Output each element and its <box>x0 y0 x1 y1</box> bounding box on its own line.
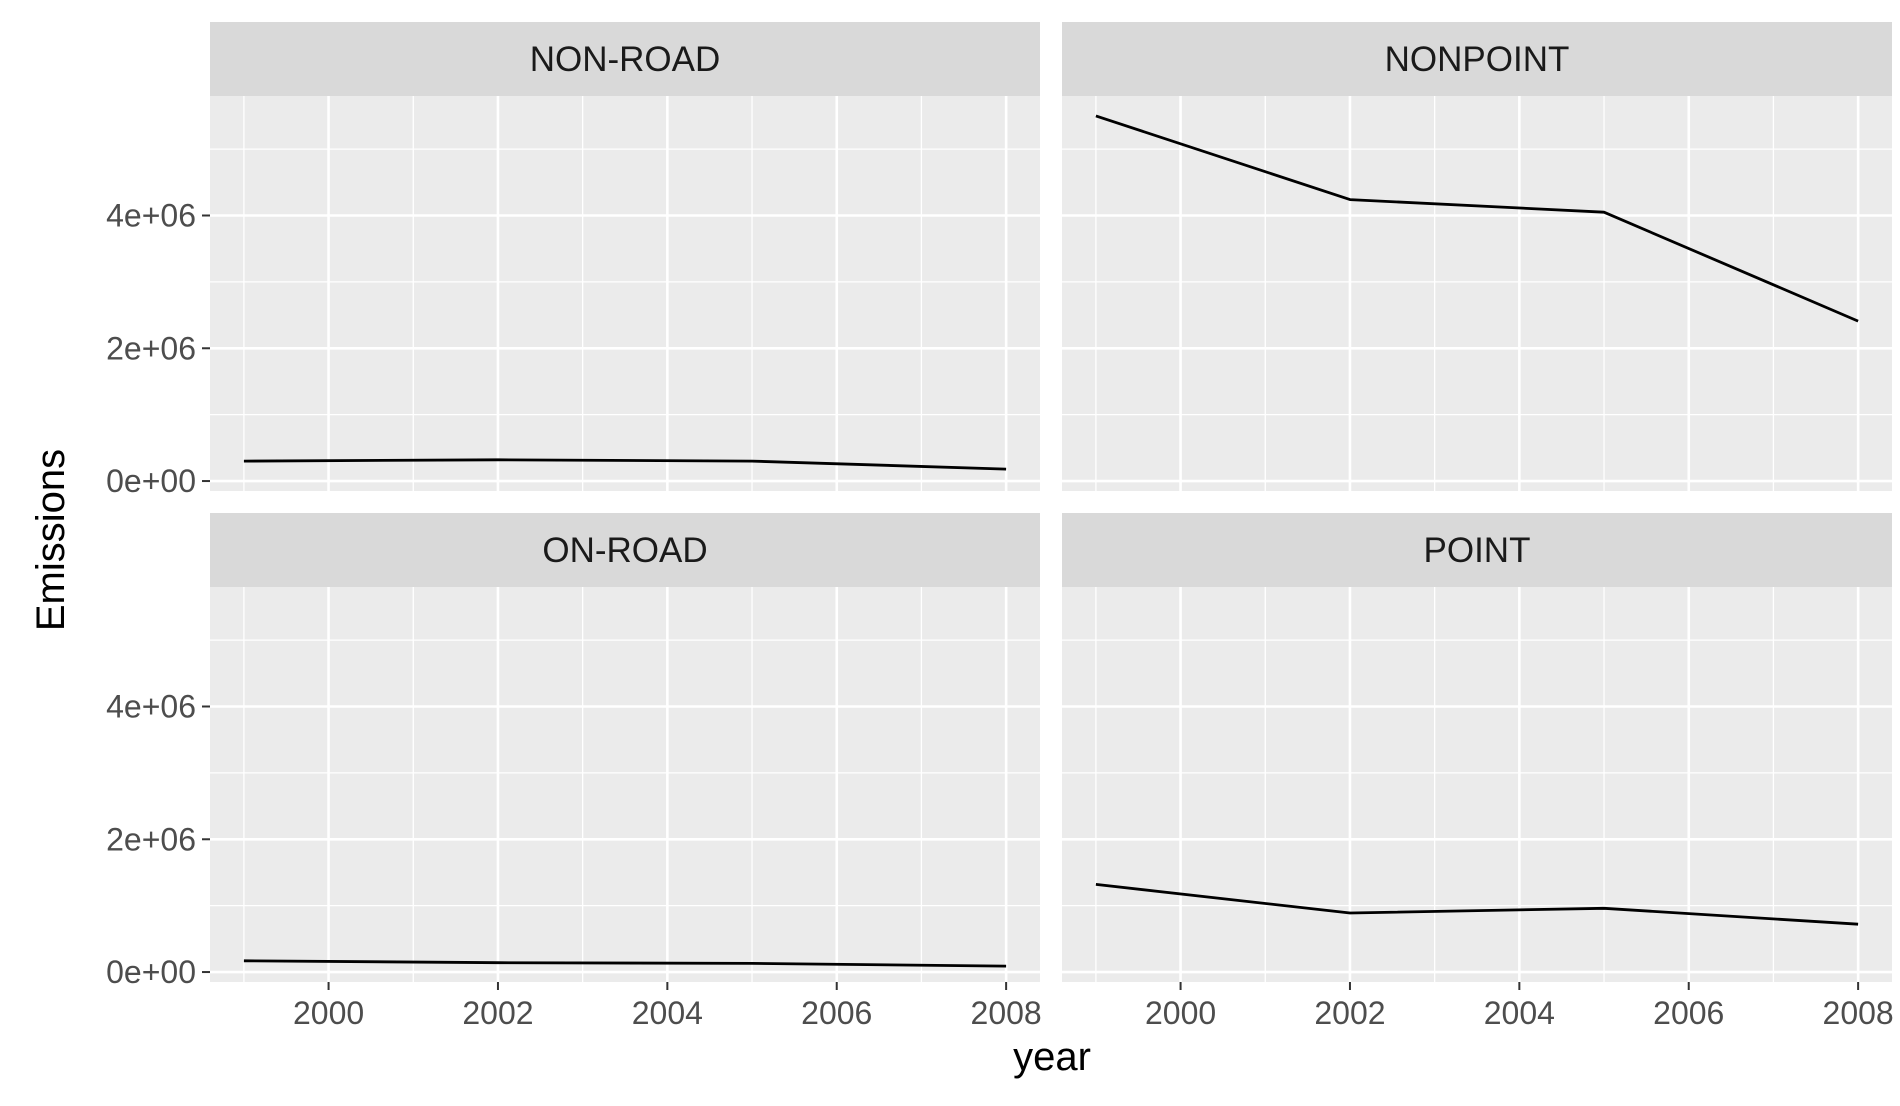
x-tick-label: 2006 <box>801 995 872 1031</box>
facet-panel-on-road: ON-ROAD 0e+00 2e+06 4e+06 2000 2002 2004 2006 20… <box>106 513 1042 1031</box>
y-tick-label: 2e+06 <box>106 330 196 366</box>
panel-background <box>210 96 1040 491</box>
x-tick-label: 2002 <box>462 995 533 1031</box>
panel-background <box>210 587 1040 982</box>
y-tick-label: 0e+00 <box>106 463 196 499</box>
y-tick-label: 0e+00 <box>106 954 196 990</box>
facet-strip-label: NONPOINT <box>1385 40 1570 79</box>
series-line-non-road <box>243 458 1007 471</box>
x-tick-label: 2002 <box>1314 995 1385 1031</box>
facet-strip <box>210 22 1040 96</box>
y-tick-label: 4e+06 <box>106 688 196 724</box>
x-tick-label: 2004 <box>632 995 703 1031</box>
x-tick-label: 2008 <box>971 995 1042 1031</box>
facet-strip-label: ON-ROAD <box>542 531 707 570</box>
panel-background <box>1062 587 1892 982</box>
series-line-point <box>1095 883 1859 926</box>
facet-panel-non-road: NON-ROAD 0e+00 2e+06 4e+06 <box>106 22 1040 499</box>
facet-strip <box>1062 513 1892 587</box>
facet-panel-nonpoint: NONPOINT <box>1062 22 1892 491</box>
series-line-nonpoint <box>1095 114 1859 323</box>
series-line-on-road <box>243 959 1007 968</box>
facet-strip-label: POINT <box>1424 531 1531 570</box>
x-tick-label: 2008 <box>1823 995 1894 1031</box>
x-axis-title: year <box>1013 1035 1091 1079</box>
facet-strip <box>210 513 1040 587</box>
panel-background <box>1062 96 1892 491</box>
y-axis-title: Emissions <box>29 449 73 631</box>
y-tick-label: 4e+06 <box>106 197 196 233</box>
x-tick-label: 2006 <box>1653 995 1724 1031</box>
x-tick-label: 2004 <box>1484 995 1555 1031</box>
x-tick-label: 2000 <box>1145 995 1216 1031</box>
facet-strip <box>1062 22 1892 96</box>
facet-strip-label: NON-ROAD <box>530 40 721 79</box>
x-tick-label: 2000 <box>293 995 364 1031</box>
y-tick-label: 2e+06 <box>106 821 196 857</box>
facet-panel-point: POINT 2000 2002 2004 2006 2008 <box>1062 513 1894 1031</box>
